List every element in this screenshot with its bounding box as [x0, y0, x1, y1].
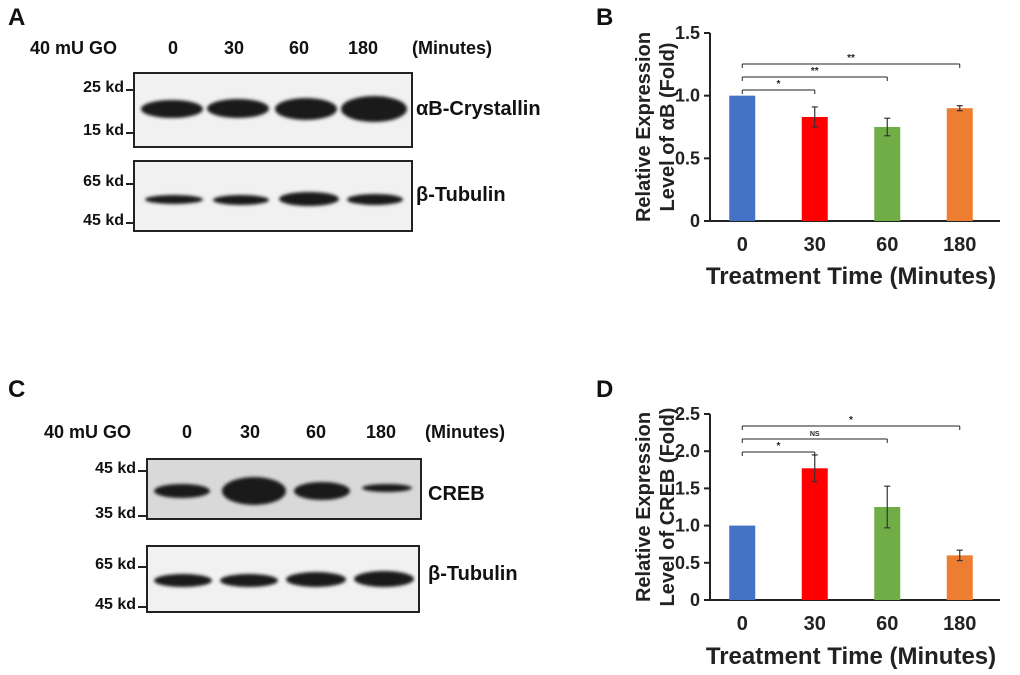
x-tick-label: 30 [804, 613, 826, 635]
blot-band [154, 574, 212, 587]
blot-band [275, 98, 337, 120]
x-tick-label: 0 [737, 234, 748, 256]
bar [946, 108, 973, 221]
y-tick-label: 2.0 [675, 441, 700, 461]
panel-label-a: A [8, 4, 26, 31]
protein-label: αB-Crystallin [416, 98, 541, 120]
protein-label: β-Tubulin [428, 563, 518, 585]
y-tick-label: 1.5 [675, 478, 700, 498]
blot-band [207, 99, 269, 118]
blot-band [286, 572, 346, 587]
time-label: 0 [168, 38, 179, 58]
blot-band [362, 484, 412, 492]
bar [801, 116, 828, 221]
blot-band [354, 571, 414, 587]
mw-marker: 45 kd [95, 596, 136, 613]
time-label: 0 [182, 422, 193, 442]
mw-marker: 45 kd [83, 212, 124, 229]
blot-band [141, 100, 203, 118]
protein-label: β-Tubulin [416, 184, 506, 206]
western-blot-crystallin [133, 72, 413, 148]
mw-marker: 45 kd [95, 460, 136, 477]
y-axis-title: Relative Expression [633, 32, 655, 222]
x-tick-label: 180 [943, 234, 976, 256]
blot-band [145, 195, 203, 204]
western-blot-tubulin [146, 545, 420, 613]
panel-label-c: C [8, 376, 26, 403]
significance-label: NS [810, 431, 820, 438]
x-tick-label: 0 [737, 613, 748, 635]
y-tick-label: 0 [690, 211, 700, 231]
y-tick-label: 0.5 [675, 148, 700, 168]
treatment-label: 40 mU GO [30, 38, 118, 58]
mw-tick [138, 470, 146, 472]
bar [729, 95, 756, 221]
bar [874, 127, 901, 221]
y-tick-label: 0 [690, 590, 700, 610]
y-tick-label: 2.5 [675, 404, 700, 424]
protein-label: CREB [428, 483, 485, 505]
significance-label: * [777, 441, 781, 452]
unit-label: (Minutes) [425, 422, 505, 442]
blot-band [294, 482, 350, 500]
mw-marker: 65 kd [83, 173, 124, 190]
blot-band [347, 194, 403, 205]
x-axis-title: Treatment Time (Minutes) [706, 263, 996, 290]
mw-tick [126, 222, 134, 224]
mw-tick [126, 89, 134, 91]
y-tick-label: 1.0 [675, 516, 700, 536]
time-label: 60 [306, 422, 327, 442]
significance-label: * [849, 415, 853, 426]
mw-marker: 35 kd [95, 505, 136, 522]
x-axis-title: Treatment Time (Minutes) [706, 643, 996, 670]
y-axis-title: Relative Expression [633, 412, 655, 602]
significance-label: ** [811, 66, 819, 77]
y-axis-title: Level of αB (Fold) [657, 43, 679, 212]
time-label: 30 [224, 38, 245, 58]
mw-tick [138, 566, 146, 568]
time-label: 60 [289, 38, 310, 58]
mw-tick [138, 515, 146, 517]
blot-band [154, 484, 210, 498]
y-tick-label: 0.5 [675, 553, 700, 573]
unit-label: (Minutes) [412, 38, 492, 58]
western-blot-tubulin [133, 160, 413, 232]
mw-tick [126, 183, 134, 185]
bar [729, 525, 756, 600]
mw-marker: 25 kd [83, 79, 124, 96]
y-axis-title: Level of CREB (Fold) [657, 408, 679, 607]
panel-label-d: D [596, 376, 614, 403]
blot-band [279, 192, 339, 206]
x-tick-label: 30 [804, 234, 826, 256]
western-blot-creb [146, 458, 422, 520]
significance-label: * [777, 79, 781, 90]
time-label: 180 [348, 38, 379, 58]
x-tick-label: 180 [943, 613, 976, 635]
mw-tick [126, 132, 134, 134]
mw-marker: 15 kd [83, 122, 124, 139]
blot-band [220, 574, 278, 587]
bar [801, 468, 828, 600]
x-tick-label: 60 [876, 234, 898, 256]
time-label: 30 [240, 422, 261, 442]
blot-band [341, 96, 407, 122]
blot-band [213, 195, 269, 205]
x-tick-label: 60 [876, 613, 898, 635]
bar [946, 555, 973, 600]
y-tick-label: 1.0 [675, 86, 700, 106]
mw-marker: 65 kd [95, 556, 136, 573]
time-label: 180 [366, 422, 397, 442]
mw-tick [138, 606, 146, 608]
blot-band [222, 477, 286, 505]
panel-label-b: B [596, 4, 614, 31]
y-tick-label: 1.5 [675, 23, 700, 43]
significance-label: ** [847, 53, 855, 64]
treatment-label: 40 mU GO [44, 422, 132, 442]
